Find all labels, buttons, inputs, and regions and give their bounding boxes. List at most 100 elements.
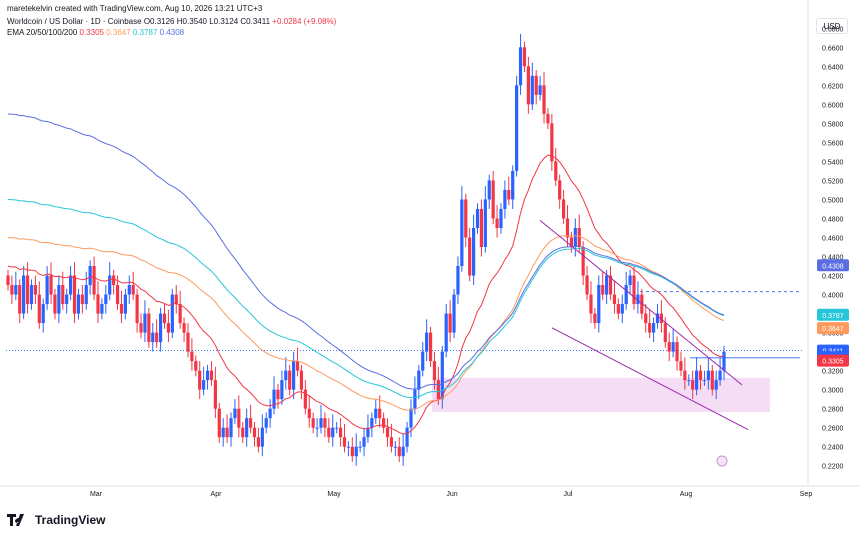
candle-body bbox=[303, 389, 307, 409]
x-tick-label: Jul bbox=[564, 491, 573, 498]
candle-body bbox=[88, 266, 92, 286]
candle-body bbox=[288, 370, 292, 390]
candle-body bbox=[155, 332, 159, 343]
candle-body bbox=[460, 199, 464, 267]
candle-body bbox=[440, 351, 444, 400]
candle-body bbox=[417, 370, 421, 390]
candle-body bbox=[624, 285, 628, 305]
candle-body bbox=[405, 427, 409, 447]
candle-body bbox=[241, 427, 245, 438]
candle-body bbox=[691, 380, 695, 390]
ohlc-change: +0.0284 (+9.08%) bbox=[272, 17, 337, 26]
candle-body bbox=[205, 370, 210, 381]
candle-body bbox=[65, 294, 69, 305]
x-tick-label: Sep bbox=[800, 491, 813, 498]
ema200-value: 0.4308 bbox=[159, 28, 185, 37]
candle-body bbox=[217, 408, 221, 438]
candle-body bbox=[452, 294, 456, 333]
y-tick-label: 0.4600 bbox=[822, 235, 844, 242]
candle-body bbox=[464, 199, 468, 238]
candle-body bbox=[397, 446, 401, 457]
candle-body bbox=[143, 313, 147, 333]
candle-body bbox=[605, 275, 609, 295]
candle-body bbox=[307, 408, 311, 419]
candle-body bbox=[569, 237, 574, 247]
candle-body bbox=[499, 208, 503, 228]
candle-body bbox=[706, 370, 710, 381]
candle-body bbox=[413, 389, 417, 409]
candle-body bbox=[272, 389, 276, 409]
symbol-name[interactable]: Worldcoin / US Dollar · 1D · Coinbase bbox=[7, 17, 142, 26]
ema-legend[interactable]: EMA 20/50/100/200 0.3305 0.3647 0.3787 0… bbox=[7, 28, 184, 37]
candle-body bbox=[448, 313, 452, 333]
candle-body bbox=[565, 218, 570, 238]
candle-body bbox=[57, 285, 61, 314]
candle-body bbox=[260, 427, 264, 447]
currency-selector[interactable]: USD bbox=[816, 18, 848, 34]
candle-body bbox=[248, 418, 253, 428]
candle-body bbox=[256, 437, 261, 447]
candle-body bbox=[151, 332, 155, 343]
x-tick-label: May bbox=[327, 491, 341, 498]
candle-body bbox=[640, 294, 644, 314]
price-label-tag bbox=[817, 259, 849, 272]
candle-body bbox=[323, 418, 327, 428]
y-tick-label: 0.3200 bbox=[822, 369, 844, 376]
candle-body bbox=[350, 446, 354, 457]
candle-body bbox=[589, 294, 593, 314]
candle-body bbox=[252, 427, 257, 438]
candle-body bbox=[378, 408, 382, 419]
ohlc-close: C0.3411 bbox=[240, 17, 271, 26]
ohlc-low: L0.3124 bbox=[209, 17, 239, 26]
candle-body bbox=[687, 380, 691, 382]
candle-body bbox=[573, 227, 577, 247]
attribution-text: maretekelvin created with TradingView.co… bbox=[7, 4, 263, 13]
candle-body bbox=[483, 199, 487, 247]
candle-body bbox=[577, 227, 581, 247]
candle-body bbox=[209, 370, 214, 381]
candle-body bbox=[147, 313, 151, 343]
tradingview-footer: TradingView bbox=[7, 513, 105, 527]
ema20-line bbox=[7, 154, 725, 435]
candle-body bbox=[225, 427, 229, 438]
y-tick-label: 0.2400 bbox=[822, 445, 844, 452]
candle-body bbox=[346, 446, 350, 448]
candle-body bbox=[601, 285, 605, 295]
tradingview-wordmark: TradingView bbox=[35, 513, 106, 527]
candle-body bbox=[593, 313, 597, 324]
price-label-text: 0.3305 bbox=[822, 359, 844, 366]
candle-body bbox=[718, 370, 722, 381]
candle-body bbox=[268, 408, 272, 419]
candle-body bbox=[331, 427, 335, 438]
candle-body bbox=[37, 294, 41, 324]
y-tick-label: 0.5000 bbox=[822, 197, 844, 204]
candle-body bbox=[561, 199, 566, 219]
price-label-tag bbox=[817, 322, 849, 335]
candle-body bbox=[53, 294, 57, 314]
candle-body bbox=[182, 323, 186, 333]
candle-body bbox=[616, 304, 620, 314]
candle-body bbox=[76, 294, 81, 314]
candle-body bbox=[526, 66, 530, 105]
candle-body bbox=[382, 418, 386, 428]
candle-body bbox=[530, 75, 534, 105]
candle-body bbox=[358, 446, 362, 448]
candle-body bbox=[538, 85, 542, 95]
candle-body bbox=[542, 85, 546, 114]
candle-body bbox=[698, 370, 703, 381]
ohlc-high: H0.3540 bbox=[176, 17, 207, 26]
candle-body bbox=[401, 446, 405, 457]
candle-body bbox=[72, 275, 77, 314]
candle-body bbox=[546, 113, 550, 124]
ohlc-open: O0.3126 bbox=[143, 17, 175, 26]
candle-body bbox=[45, 275, 49, 305]
ema100-value: 0.3787 bbox=[132, 28, 158, 37]
candle-body bbox=[104, 294, 108, 305]
ema50-line bbox=[7, 235, 725, 411]
price-label-tag bbox=[817, 308, 849, 321]
candle-body bbox=[264, 418, 268, 428]
x-tick-label: Apr bbox=[211, 491, 223, 498]
candle-body bbox=[487, 180, 491, 200]
candle-body bbox=[362, 437, 366, 447]
